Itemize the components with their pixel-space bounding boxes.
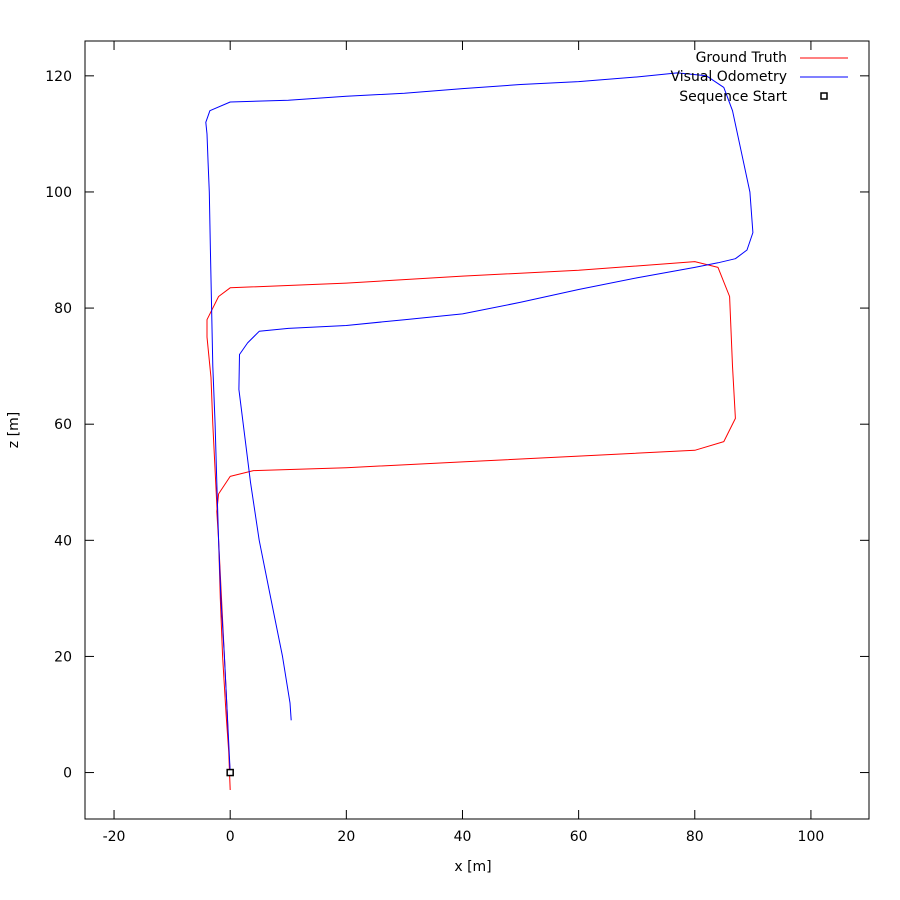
y-tick-label: 20 [54, 649, 72, 665]
plot-frame [84, 40, 870, 820]
x-axis-label: x [m] [454, 859, 491, 875]
ticks-layer: -20 0 20 40 60 80 100 0 20 40 60 80 100 120 [45, 41, 869, 845]
series-point-sequence-start [226, 768, 234, 777]
y-tick-label: 60 [54, 417, 72, 433]
legend-marker-sequence-start [820, 92, 828, 100]
x-tick-label: 40 [454, 829, 472, 845]
y-tick-label: 120 [45, 69, 72, 85]
data-layer [205, 72, 754, 791]
legend: Ground Truth Visual Odometry Sequence St… [671, 50, 848, 105]
x-tick-label: 80 [686, 829, 704, 845]
y-tick-label: 0 [63, 766, 72, 782]
legend-label-visual-odometry: Visual Odometry [671, 69, 788, 85]
x-tick-label: 20 [337, 829, 355, 845]
x-tick-label: -20 [103, 829, 126, 845]
y-tick-label: 100 [45, 185, 72, 201]
x-tick-label: 100 [798, 829, 825, 845]
y-axis-label: z [m] [6, 412, 22, 448]
x-tick-label: 60 [570, 829, 588, 845]
legend-label-ground-truth: Ground Truth [696, 50, 787, 66]
y-tick-label: 80 [54, 301, 72, 317]
x-tick-label: 0 [226, 829, 235, 845]
series-line-visual-odometry [205, 72, 754, 773]
y-tick-label: 40 [54, 533, 72, 549]
legend-label-sequence-start: Sequence Start [679, 89, 787, 105]
